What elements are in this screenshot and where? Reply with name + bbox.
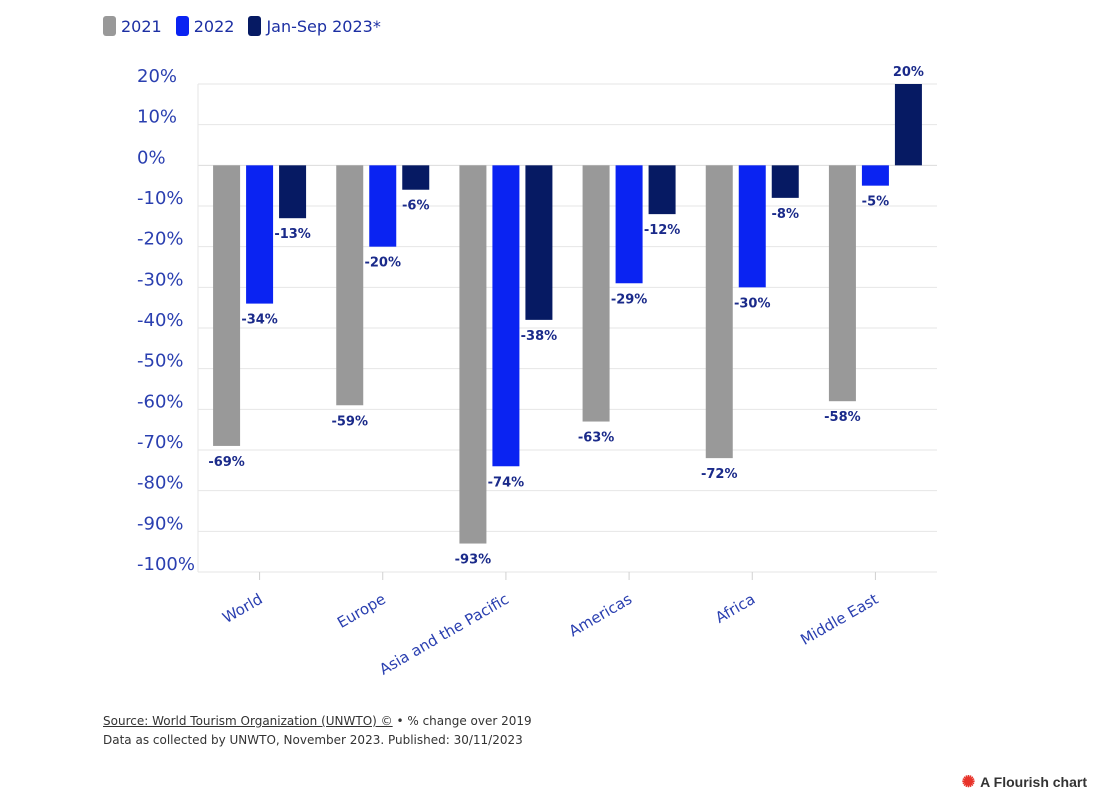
legend-swatch-2021: [103, 16, 116, 36]
data-label: -30%: [734, 296, 771, 311]
footer: Source: World Tourism Organization (UNWT…: [103, 712, 532, 750]
flourish-credit[interactable]: ✺ A Flourish chart: [962, 772, 1087, 792]
bar: [246, 165, 274, 304]
x-tick-label: Middle East: [797, 590, 881, 649]
y-tick-label: -20%: [137, 229, 184, 250]
legend-label-2023: Jan-Sep 2023*: [266, 16, 381, 36]
y-tick-label: -10%: [137, 188, 184, 209]
flourish-credit-label: A Flourish chart: [980, 774, 1087, 790]
bar: [894, 84, 922, 166]
y-tick-label: -90%: [137, 513, 184, 534]
y-tick-label: -70%: [137, 432, 184, 453]
data-label: -63%: [578, 431, 615, 446]
bar: [615, 165, 643, 284]
bar: [213, 165, 241, 446]
legend: 2021 2022 Jan-Sep 2023*: [103, 16, 381, 36]
bar: [828, 165, 856, 402]
y-tick-label: -30%: [137, 269, 184, 290]
bar: [279, 165, 307, 219]
data-label: -5%: [862, 195, 889, 210]
y-tick-label: -40%: [137, 310, 184, 331]
bar: [582, 165, 610, 422]
data-label: -59%: [331, 414, 368, 429]
x-tick-label: Europe: [334, 590, 389, 632]
y-tick-label: 10%: [137, 107, 177, 128]
bar: [648, 165, 676, 215]
bar: [525, 165, 553, 320]
x-tick-label: World: [219, 590, 265, 627]
data-label: -34%: [241, 313, 278, 328]
publication-note: Data as collected by UNWTO, November 202…: [103, 733, 523, 747]
bar-chart: 20% 10% 0% -10% -20% -30% -40% -50% -60% -70% -80%…: [137, 65, 937, 679]
legend-item-2021[interactable]: 2021: [103, 16, 162, 36]
data-label: -38%: [521, 329, 558, 344]
bar: [738, 165, 766, 288]
x-tick-label: Asia and the Pacific: [376, 590, 512, 679]
bar: [861, 165, 889, 186]
bar: [492, 165, 520, 467]
y-tick-label: -100%: [137, 554, 195, 575]
data-label: -58%: [824, 410, 861, 425]
data-label: -74%: [488, 475, 525, 490]
data-label: -8%: [772, 207, 799, 222]
data-label: -93%: [455, 553, 492, 568]
bar: [402, 165, 430, 190]
legend-item-2023[interactable]: Jan-Sep 2023*: [248, 16, 381, 36]
y-tick-label: -60%: [137, 391, 184, 412]
data-label: -29%: [611, 292, 648, 307]
y-tick-label: -80%: [137, 473, 184, 494]
x-tick-label: Americas: [566, 590, 636, 641]
bar: [336, 165, 364, 406]
y-tick-label: -50%: [137, 351, 184, 372]
legend-item-2022[interactable]: 2022: [175, 16, 235, 36]
flourish-logo-icon: ✺: [961, 774, 976, 791]
data-label: -69%: [208, 455, 245, 470]
legend-label-2022: 2022: [193, 16, 235, 36]
data-label: -20%: [364, 256, 401, 271]
legend-swatch-2022: [175, 16, 189, 36]
source-note: • % change over 2019: [392, 714, 532, 728]
y-tick-label: 0%: [137, 147, 166, 168]
data-label: -6%: [402, 199, 429, 214]
bar: [705, 165, 733, 459]
data-label: 20%: [893, 65, 924, 80]
legend-label-2021: 2021: [121, 16, 162, 36]
data-label: -13%: [274, 227, 311, 242]
bar: [459, 165, 487, 544]
bar: [369, 165, 397, 247]
bar: [771, 165, 799, 198]
source-link[interactable]: Source: World Tourism Organization (UNWT…: [103, 714, 393, 728]
data-label: -12%: [644, 223, 681, 238]
legend-swatch-2023: [248, 16, 262, 36]
x-tick-label: Africa: [712, 590, 758, 627]
y-tick-label: 20%: [137, 66, 177, 87]
data-label: -72%: [701, 467, 738, 482]
